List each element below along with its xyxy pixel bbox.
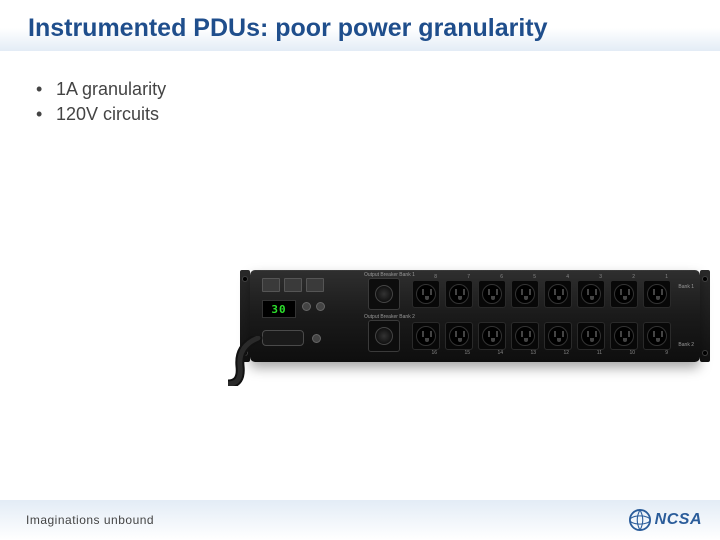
ncsa-logo: NCSA xyxy=(629,509,702,531)
content-area: 1A granularity 120V circuits xyxy=(0,51,720,125)
outlet-icon: 4 xyxy=(544,280,572,308)
bank-label: Bank 2 xyxy=(678,342,694,348)
bullet-item: 1A granularity xyxy=(36,79,700,100)
outlet-icon: 10 xyxy=(610,322,638,350)
bullet-list: 1A granularity 120V circuits xyxy=(36,79,700,125)
logo-mark-icon xyxy=(629,509,651,531)
amperage-display: 30 xyxy=(262,300,296,318)
control-button-icon xyxy=(316,302,325,311)
ethernet-port-icon xyxy=(284,278,302,292)
rack-ear-right xyxy=(700,270,710,362)
outlet-icon: 7 xyxy=(445,280,473,308)
outlet-icon: 6 xyxy=(478,280,506,308)
footer: Imaginations unbound NCSA xyxy=(0,500,720,540)
circuit-breaker-icon xyxy=(368,278,400,310)
outlet-icon: 12 xyxy=(544,322,572,350)
ethernet-port-icon xyxy=(262,278,280,292)
footer-tagline: Imaginations unbound xyxy=(26,513,154,527)
outlet-icon: 14 xyxy=(478,322,506,350)
breaker-label: Output Breaker Bank 2 xyxy=(364,314,415,320)
outlet-icon: 9 xyxy=(643,322,671,350)
outlet-icon: 1 xyxy=(643,280,671,308)
outlet-icon: 2 xyxy=(610,280,638,308)
outlet-icon: 13 xyxy=(511,322,539,350)
control-button-icon xyxy=(302,302,311,311)
breaker-label: Output Breaker Bank 1 xyxy=(364,272,415,278)
pdu-image: 30 Output Breaker Bank 1 Output Breaker … xyxy=(230,260,710,390)
ethernet-ports xyxy=(262,278,324,292)
outlet-icon: 16 xyxy=(412,322,440,350)
title-area: Instrumented PDUs: poor power granularit… xyxy=(0,0,720,51)
outlet-icon: 3 xyxy=(577,280,605,308)
ethernet-port-icon xyxy=(306,278,324,292)
bullet-item: 120V circuits xyxy=(36,104,700,125)
outlet-row-bottom: 16 15 14 13 12 11 10 9 xyxy=(412,322,671,350)
slide: Instrumented PDUs: poor power granularit… xyxy=(0,0,720,540)
outlet-icon: 5 xyxy=(511,280,539,308)
outlet-icon: 15 xyxy=(445,322,473,350)
power-cable-icon xyxy=(228,336,328,386)
logo-text: NCSA xyxy=(655,511,702,529)
slide-title: Instrumented PDUs: poor power granularit… xyxy=(28,14,700,43)
outlet-icon: 8 xyxy=(412,280,440,308)
circuit-breaker-icon xyxy=(368,320,400,352)
outlet-row-top: 8 7 6 5 4 3 2 1 xyxy=(412,280,671,308)
display-value: 30 xyxy=(271,303,286,316)
outlet-icon: 11 xyxy=(577,322,605,350)
bank-label: Bank 1 xyxy=(678,284,694,290)
